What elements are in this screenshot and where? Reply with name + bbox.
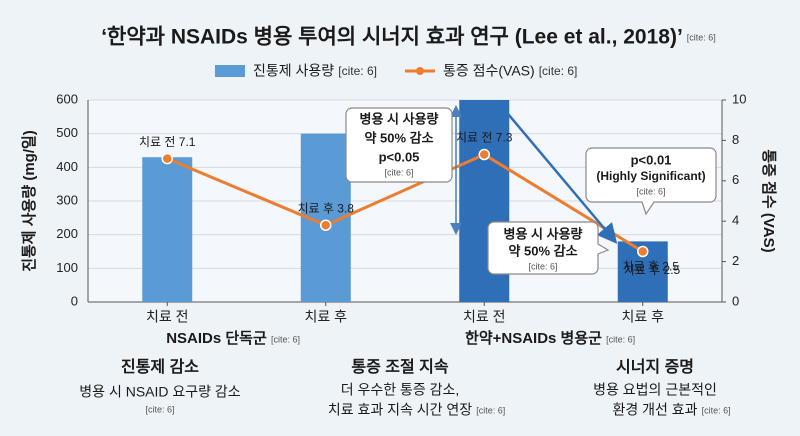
data-label: 치료 전 7.1 [139, 135, 196, 149]
cite: [cite: 6] [476, 405, 505, 415]
annotation: p<0.05 [379, 149, 420, 164]
x-tick-label: 치료 전 [146, 309, 189, 325]
y2-tick-label: 6 [732, 172, 739, 187]
data-label: 치료 후 2.5 [623, 260, 680, 274]
y-tick-label: 300 [56, 192, 78, 207]
y2-tick-label: 10 [732, 91, 746, 106]
group-label: NSAIDs 단독군 [166, 330, 267, 347]
arrow [497, 101, 618, 244]
point [478, 148, 490, 161]
summary: 진통제 감소 병용 시 NSAID 요구량 감소 [cite: 6] 통증 조절… [79, 357, 730, 417]
annotation: (Highly Significant) [596, 169, 705, 183]
y-tick-label: 200 [56, 226, 78, 241]
cite: [cite: 6] [384, 167, 413, 177]
summary-text: 병용 시 NSAID 요구량 감소 [79, 384, 241, 400]
cite: [cite: 6] [636, 186, 665, 196]
y2-tick-label: 0 [732, 293, 739, 308]
annotation: 약 50% 감소 [364, 130, 433, 145]
legend-label: 진통제 사용량 [253, 63, 334, 79]
annotation-box [487, 221, 610, 275]
cite: [cite: 6] [606, 334, 635, 344]
y-tick-label: 400 [56, 159, 78, 174]
point [161, 152, 173, 165]
overlay: 병용 시 사용량 약 50% 감소 p<0.05 [cite: 6] p<0.0… [345, 101, 717, 277]
bar [142, 157, 193, 302]
annotation-box [345, 107, 453, 183]
annotation: 병용 시 사용량 [360, 111, 439, 126]
summary-title: 진통제 감소 [121, 357, 199, 376]
y-tick-label: 500 [56, 125, 78, 140]
annotation: 치료 후 2.5 [624, 263, 681, 277]
cite: [cite: 6] [539, 64, 578, 78]
y2-tick-label: 8 [732, 132, 739, 147]
legend-swatch [215, 65, 245, 77]
point [320, 219, 332, 231]
summary-title: 통증 조절 지속 [351, 357, 448, 376]
y2-axis-label: 통증 점수 (VAS) [760, 149, 778, 252]
chart-title: ‘한약과 NSAIDs 병용 투여의 시너지 효과 연구 (Lee et al.… [101, 26, 683, 49]
annotation-box [585, 147, 717, 216]
annotation: 약 50% 감소 [508, 243, 577, 258]
group-label: 한약+NSAIDs 병용군 [465, 329, 602, 347]
cite: [cite: 6] [338, 64, 377, 78]
y-tick-label: 100 [56, 260, 78, 275]
y-axis-label: 진통제 사용량 (mg/일) [20, 130, 38, 272]
legend-label: 통증 점수(VAS) [443, 63, 535, 79]
annotation: p<0.01 [631, 152, 672, 167]
y-tick-label: 0 [71, 293, 78, 308]
legend: 진통제 사용량 [cite: 6] 통증 점수(VAS) [cite: 6] [215, 63, 577, 79]
cite: [cite: 6] [687, 32, 716, 42]
summary-text: 치료 효과 지속 시간 연장 [328, 402, 472, 418]
cite: [cite: 6] [271, 334, 300, 344]
cite: [cite: 6] [702, 405, 731, 415]
data-label: 치료 전 7.3 [456, 131, 513, 145]
summary-title: 시너지 증명 [616, 358, 694, 376]
summary-text: 더 우수한 통증 감소, [341, 382, 460, 398]
point [637, 245, 649, 258]
cite: [cite: 6] [145, 404, 174, 414]
legend-swatch [415, 67, 424, 75]
x-tick-label: 치료 후 [621, 309, 664, 325]
summary-text: 환경 개선 효과 [612, 402, 697, 418]
y2-tick-label: 2 [732, 253, 739, 268]
x-tick-label: 치료 후 [304, 309, 347, 325]
summary-text: 병용 요법의 근본적인 [593, 382, 717, 398]
data-label: 치료 후 3.8 [298, 201, 355, 215]
cite: [cite: 6] [528, 261, 557, 271]
annotation: 병용 시 사용량 [504, 226, 583, 241]
y-tick-label: 600 [56, 91, 78, 106]
x-tick-label: 치료 전 [463, 309, 506, 325]
y2-tick-label: 4 [732, 213, 739, 228]
line [166, 152, 644, 253]
